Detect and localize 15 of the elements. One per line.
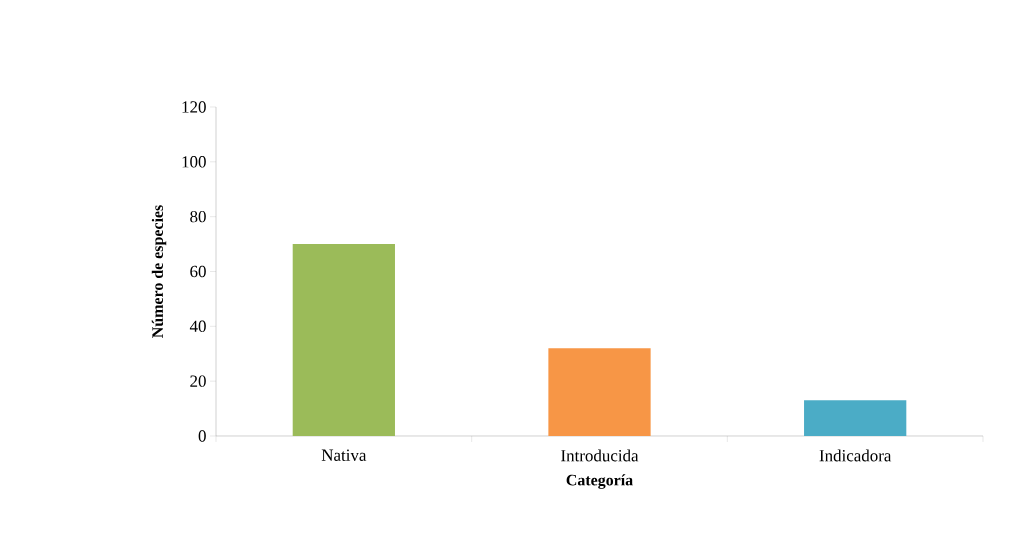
bar — [804, 400, 907, 436]
y-axis-title: Número de especies — [151, 205, 167, 338]
x-tick-label: Nativa — [321, 449, 367, 461]
y-tick-label: 40 — [189, 320, 206, 333]
x-tick-label: Indicadora — [819, 449, 892, 462]
x-tick-label: Introducida — [561, 449, 639, 462]
bar — [292, 244, 395, 436]
x-axis-title: Categoría — [566, 474, 633, 489]
y-tick-label: 100 — [182, 156, 206, 168]
y-tick-label: 120 — [182, 101, 206, 113]
y-tick-label: 80 — [190, 210, 206, 223]
y-tick-label: 60 — [190, 265, 206, 278]
y-tick-label: 20 — [190, 375, 206, 387]
y-tick-label: 0 — [198, 430, 206, 442]
bar — [548, 348, 651, 436]
